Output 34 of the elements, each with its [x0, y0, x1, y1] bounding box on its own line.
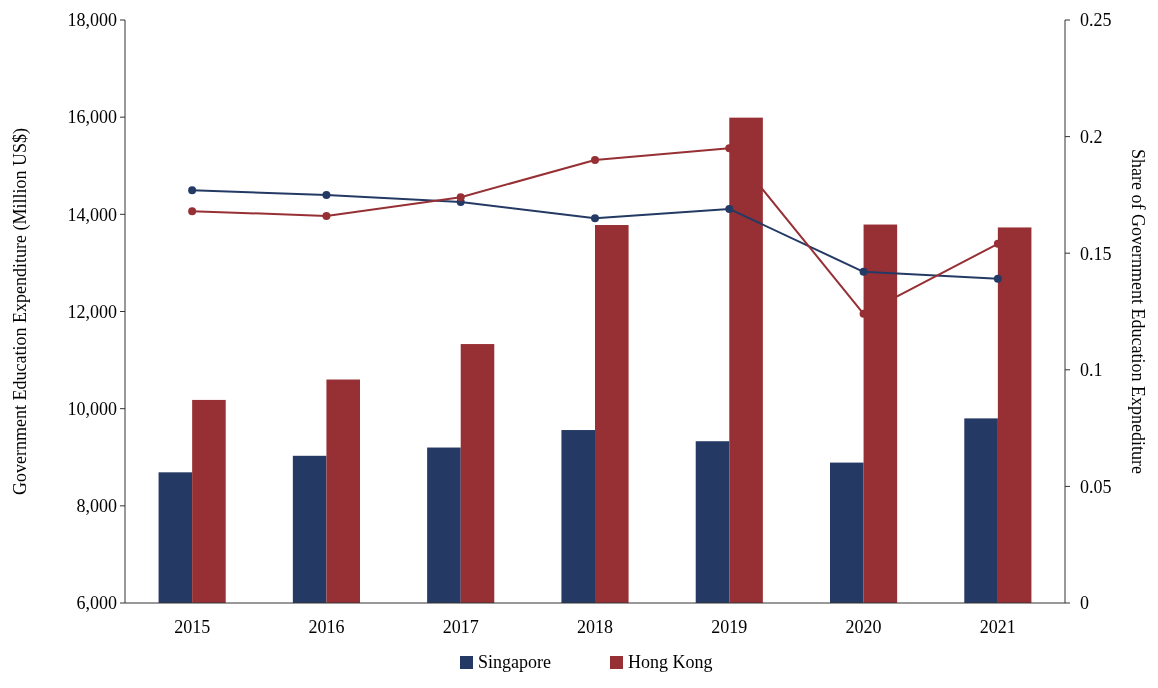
legend-label: Hong Kong	[628, 652, 713, 672]
y2-tick-label: 0.15	[1080, 243, 1112, 264]
y-tick-label: 18,000	[67, 10, 117, 31]
point	[591, 214, 599, 223]
y-tick-label: 14,000	[67, 204, 117, 225]
y-tick-label: 10,000	[67, 398, 117, 419]
x-tick-label: 2015	[174, 617, 211, 637]
point	[456, 193, 465, 202]
y-tick-label: 12,000	[67, 301, 117, 322]
y2-tick-label: 0.2	[1080, 126, 1103, 147]
x-tick-label: 2020	[845, 617, 882, 637]
point	[725, 204, 734, 213]
y-axis-title: Government Education Expenditure (Million US$)	[10, 128, 31, 495]
point	[188, 186, 197, 195]
point	[859, 267, 868, 276]
point	[322, 211, 331, 220]
y2-tick-label: 0.1	[1080, 360, 1103, 381]
y-tick-label: 6,000	[76, 593, 117, 614]
legend-label: Singapore	[478, 652, 551, 672]
y2-tick-label: 0.25	[1080, 10, 1112, 31]
point	[188, 207, 197, 216]
y2-tick-label: 0	[1080, 593, 1089, 614]
point	[993, 274, 1002, 283]
y-tick-label: 16,000	[67, 107, 117, 128]
point	[322, 190, 331, 199]
y2-axis-title: Share of Government Education Expnediture	[1128, 149, 1148, 474]
point	[591, 155, 599, 164]
x-tick-label: 2018	[577, 617, 613, 637]
x-tick-label: 2017	[442, 617, 479, 637]
x-tick-label: 2019	[711, 617, 748, 637]
y2-tick-label: 0.05	[1080, 476, 1112, 497]
x-tick-label: 2021	[979, 617, 1016, 637]
x-tick-label: 2016	[308, 617, 345, 637]
y-tick-label: 8,000	[76, 496, 117, 517]
